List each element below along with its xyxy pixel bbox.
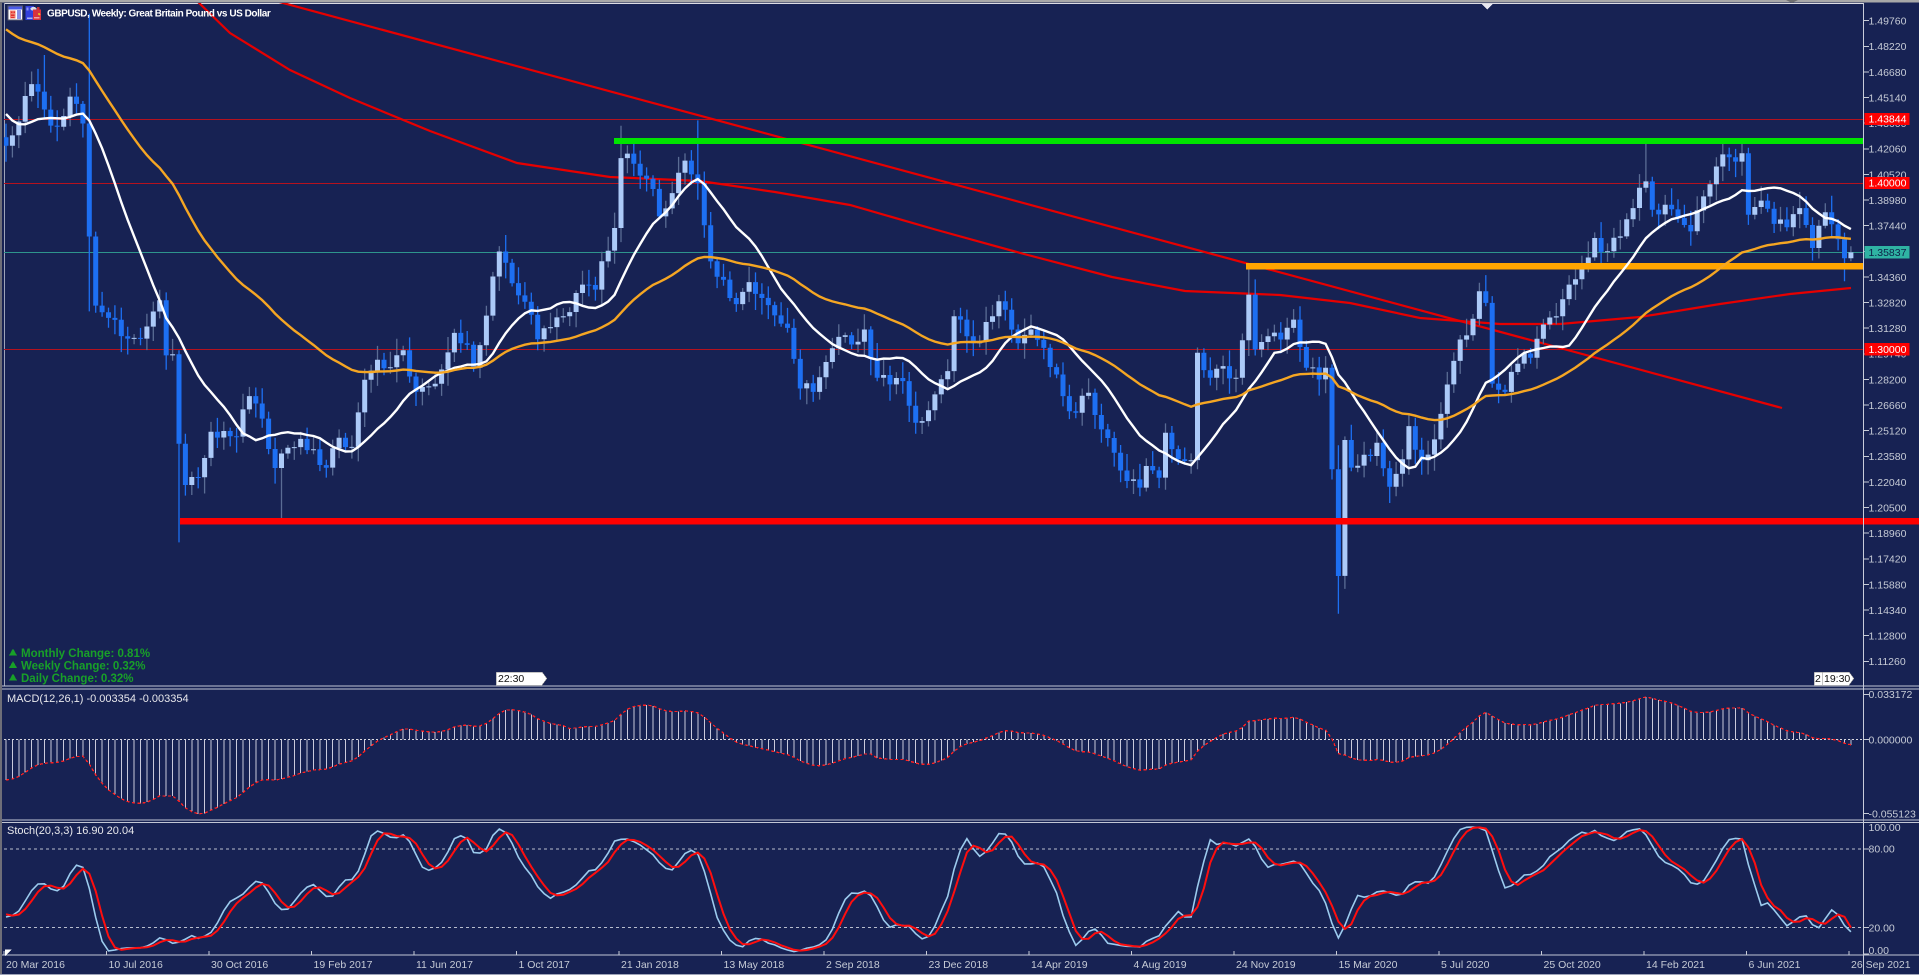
- svg-text:20 Mar 2016: 20 Mar 2016: [6, 959, 65, 971]
- svg-text:14 Feb 2021: 14 Feb 2021: [1646, 959, 1705, 971]
- svg-text:1.40000: 1.40000: [1869, 178, 1907, 190]
- svg-text:GBPUSD, Weekly: Great Britain: GBPUSD, Weekly: Great Britain Pound vs U…: [47, 9, 271, 20]
- svg-text:0.033172: 0.033172: [1869, 689, 1913, 701]
- svg-text:2 Sep 2018: 2 Sep 2018: [826, 959, 880, 971]
- svg-text:MACD(12,26,1) -0.003354 -0.003: MACD(12,26,1) -0.003354 -0.003354: [7, 693, 189, 705]
- svg-text:1.42060: 1.42060: [1869, 144, 1907, 156]
- svg-text:1.35837: 1.35837: [1869, 247, 1907, 259]
- svg-text:1.37440: 1.37440: [1869, 221, 1907, 233]
- svg-text:1.14340: 1.14340: [1869, 605, 1907, 617]
- svg-text:Weekly Change: 0.32%: Weekly Change: 0.32%: [21, 661, 145, 673]
- svg-text:1.31280: 1.31280: [1869, 323, 1907, 335]
- svg-text:10 Jul 2016: 10 Jul 2016: [109, 959, 163, 971]
- svg-text:1.28200: 1.28200: [1869, 374, 1907, 386]
- svg-text:20.00: 20.00: [1869, 923, 1895, 935]
- svg-text:24 Nov 2019: 24 Nov 2019: [1236, 959, 1296, 971]
- svg-text:1.34360: 1.34360: [1869, 272, 1907, 284]
- svg-text:1.23580: 1.23580: [1869, 451, 1907, 463]
- svg-text:0.00: 0.00: [1869, 945, 1890, 957]
- svg-text:26 Sep 2021: 26 Sep 2021: [1851, 959, 1911, 971]
- svg-text:1.11260: 1.11260: [1869, 656, 1906, 668]
- svg-text:4 Aug 2019: 4 Aug 2019: [1134, 959, 1187, 971]
- svg-text:1.45140: 1.45140: [1869, 92, 1907, 104]
- svg-text:1.12800: 1.12800: [1869, 631, 1907, 643]
- svg-text:1.30000: 1.30000: [1869, 344, 1907, 356]
- svg-text:1.43844: 1.43844: [1869, 114, 1907, 126]
- svg-text:1 Oct 2017: 1 Oct 2017: [519, 959, 571, 971]
- svg-text:-0.055123: -0.055123: [1869, 808, 1916, 820]
- svg-text:1.22040: 1.22040: [1869, 477, 1907, 489]
- svg-text:Monthly Change: 0.81%: Monthly Change: 0.81%: [21, 648, 150, 660]
- svg-text:Stoch(20,3,3) 16.90 20.04: Stoch(20,3,3) 16.90 20.04: [7, 825, 134, 837]
- svg-text:0.000000: 0.000000: [1869, 734, 1913, 746]
- svg-text:25 Oct 2020: 25 Oct 2020: [1544, 959, 1601, 971]
- svg-text:15 Mar 2020: 15 Mar 2020: [1339, 959, 1398, 971]
- svg-text:19:30: 19:30: [1824, 673, 1850, 685]
- svg-text:1.15880: 1.15880: [1869, 579, 1907, 591]
- svg-text:1.20500: 1.20500: [1869, 502, 1907, 514]
- svg-text:30 Oct 2016: 30 Oct 2016: [211, 959, 268, 971]
- svg-text:1.38980: 1.38980: [1869, 195, 1907, 207]
- svg-text:1.32820: 1.32820: [1869, 297, 1907, 309]
- svg-text:1.48220: 1.48220: [1869, 41, 1907, 53]
- svg-text:1.26660: 1.26660: [1869, 400, 1907, 412]
- svg-text:1.49760: 1.49760: [1869, 16, 1907, 28]
- svg-text:100.00: 100.00: [1869, 822, 1901, 834]
- svg-text:14 Apr 2019: 14 Apr 2019: [1031, 959, 1088, 971]
- svg-text:Daily Change: 0.32%: Daily Change: 0.32%: [21, 673, 133, 685]
- svg-text:21 Jan 2018: 21 Jan 2018: [621, 959, 679, 971]
- svg-text:2: 2: [1815, 673, 1821, 685]
- svg-text:11 Jun 2017: 11 Jun 2017: [416, 959, 473, 971]
- svg-text:1.18960: 1.18960: [1869, 528, 1907, 540]
- svg-text:22:30: 22:30: [498, 673, 524, 685]
- svg-text:19 Feb 2017: 19 Feb 2017: [314, 959, 373, 971]
- svg-text:80.00: 80.00: [1869, 844, 1895, 856]
- svg-text:1.25120: 1.25120: [1869, 426, 1907, 438]
- svg-text:1.46680: 1.46680: [1869, 67, 1907, 79]
- svg-text:5 Jul 2020: 5 Jul 2020: [1441, 959, 1490, 971]
- svg-text:1.17420: 1.17420: [1869, 554, 1907, 566]
- svg-text:23 Dec 2018: 23 Dec 2018: [929, 959, 989, 971]
- svg-text:13 May 2018: 13 May 2018: [724, 959, 785, 971]
- svg-text:6 Jun 2021: 6 Jun 2021: [1749, 959, 1801, 971]
